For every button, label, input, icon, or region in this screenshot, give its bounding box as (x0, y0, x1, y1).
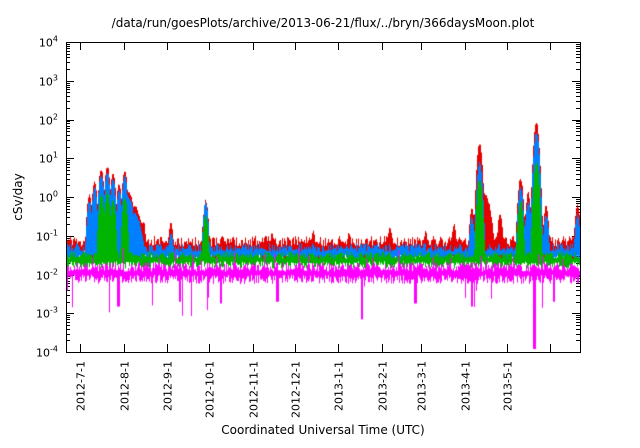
svg-text:2012-10-1: 2012-10-1 (204, 361, 217, 418)
svg-text:2012-7-1: 2012-7-1 (75, 361, 88, 411)
svg-text:2013-1-1: 2013-1-1 (333, 361, 346, 411)
svg-text:100: 100 (39, 190, 58, 205)
svg-text:10-3: 10-3 (36, 306, 58, 321)
svg-text:10-4: 10-4 (36, 345, 58, 360)
svg-text:2013-4-1: 2013-4-1 (460, 361, 473, 411)
plot-title: /data/run/goesPlots/archive/2013-06-21/f… (111, 16, 535, 30)
svg-text:103: 103 (39, 74, 58, 89)
svg-text:2012-12-1: 2012-12-1 (290, 361, 303, 418)
svg-text:2013-5-1: 2013-5-1 (502, 361, 515, 411)
x-axis-label: Coordinated Universal Time (UTC) (221, 423, 425, 437)
svg-text:104: 104 (39, 35, 58, 50)
svg-text:2012-9-1: 2012-9-1 (162, 361, 175, 411)
svg-text:101: 101 (39, 151, 58, 166)
plot-series-canvas (67, 43, 580, 352)
svg-text:2012-8-1: 2012-8-1 (119, 361, 132, 411)
y-axis-label: cSv/day (11, 173, 25, 221)
svg-text:102: 102 (39, 113, 58, 128)
svg-text:2013-3-1: 2013-3-1 (416, 361, 429, 411)
svg-text:10-1: 10-1 (36, 229, 58, 244)
svg-text:10-2: 10-2 (36, 268, 58, 283)
svg-text:2012-11-1: 2012-11-1 (248, 361, 261, 418)
svg-text:2013-2-1: 2013-2-1 (377, 361, 390, 411)
